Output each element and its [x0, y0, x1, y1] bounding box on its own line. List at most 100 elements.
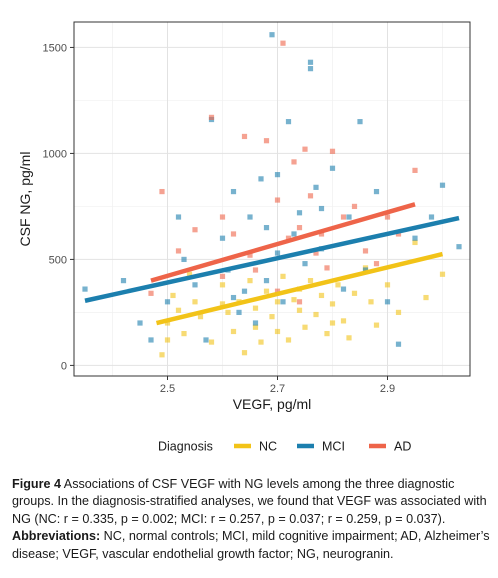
point-mci [258, 176, 264, 182]
point-mci [175, 214, 182, 220]
point-mci [241, 288, 248, 294]
point-mci [230, 294, 237, 301]
point-mci [236, 309, 242, 316]
point-nc [208, 339, 215, 345]
point-nc [291, 297, 297, 303]
point-mci [252, 320, 259, 326]
point-nc [302, 324, 308, 330]
point-ad [159, 188, 165, 195]
point-ad [412, 167, 418, 173]
point-nc [351, 290, 358, 296]
point-mci [203, 337, 209, 343]
point-mci [439, 182, 446, 188]
point-nc [164, 337, 171, 343]
point-ad [291, 159, 297, 165]
point-mci [120, 278, 127, 284]
scatter-chart: 2.5 2.7 2.9 0 500 1000 1500 VEGF, pg/ml CSF NG, … [17, 21, 471, 454]
point-ad [285, 235, 292, 241]
point-nc [335, 282, 341, 288]
legend-title: Diagnosis [158, 440, 213, 454]
point-nc [247, 278, 253, 284]
fit-line-ad [150, 202, 416, 283]
point-nc [329, 320, 336, 326]
point-nc [423, 294, 429, 301]
point-nc [219, 282, 226, 288]
point-mci [384, 299, 391, 305]
point-nc [346, 335, 352, 341]
point-nc [252, 324, 259, 330]
point-ad [302, 146, 308, 152]
point-nc [241, 350, 248, 356]
point-ad [208, 114, 215, 120]
point-ad [274, 288, 281, 294]
point-ad [296, 299, 303, 305]
figure-caption: Figure 4 Associations of CSF VEGF with N… [12, 476, 490, 563]
y-tick-label: 1500 [43, 42, 67, 54]
point-mci [296, 210, 303, 216]
fit-line-nc [155, 251, 444, 326]
point-mci [362, 267, 369, 273]
abbreviations-paragraph: Abbreviations: NC, normal controls; MCI,… [12, 528, 490, 563]
point-ad [340, 214, 347, 220]
point-mci [230, 188, 237, 195]
point-ad [263, 138, 270, 144]
legend: Diagnosis NC MCI AD [158, 440, 411, 454]
point-mci [318, 205, 325, 212]
point-mci [412, 235, 418, 241]
x-tick-label: 2.5 [160, 383, 175, 395]
point-mci [346, 214, 352, 220]
abbreviations-label: Abbreviations: [12, 529, 101, 544]
point-ad [219, 214, 226, 220]
figure-label: Figure 4 [12, 477, 61, 491]
point-mci [164, 299, 171, 305]
point-mci [428, 214, 435, 220]
point-nc [274, 328, 281, 335]
point-nc [368, 299, 374, 305]
y-tick-label: 500 [49, 254, 67, 266]
point-mci [263, 225, 270, 231]
caption-paragraph: Figure 4 Associations of CSF VEGF with N… [12, 476, 490, 528]
point-mci [263, 278, 270, 284]
point-nc [219, 301, 226, 307]
point-nc [225, 309, 231, 316]
point-mci [82, 286, 88, 292]
point-nc [269, 314, 275, 320]
point-ad [384, 214, 391, 220]
point-nc [384, 282, 391, 288]
point-ad [351, 203, 358, 210]
point-mci [307, 66, 314, 72]
point-nc [318, 292, 325, 299]
x-tick-label: 2.9 [380, 383, 395, 395]
point-mci [313, 184, 319, 190]
legend-label-ad: AD [394, 440, 411, 454]
plot-panel [73, 21, 471, 377]
point-mci [219, 235, 226, 241]
point-ad [318, 231, 325, 237]
point-nc [296, 307, 303, 313]
abbreviations-text: NC, normal controls; MCI, mild cognitive… [12, 529, 490, 561]
point-ad [241, 133, 248, 140]
point-nc [313, 311, 319, 318]
point-mci [456, 244, 462, 250]
point-nc [274, 299, 281, 305]
point-mci [280, 299, 286, 305]
point-nc [230, 328, 237, 335]
y-tick-label: 0 [61, 360, 67, 372]
point-mci [307, 59, 314, 65]
data-points [82, 32, 462, 358]
legend-label-nc: NC [259, 440, 277, 454]
y-tick-label: 1000 [43, 148, 67, 160]
point-mci [192, 282, 198, 288]
point-nc [164, 320, 171, 326]
panel-border [73, 21, 471, 377]
point-ad [274, 197, 281, 203]
point-mci [357, 119, 363, 125]
point-mci [285, 119, 292, 125]
point-mci [274, 250, 281, 256]
point-nc [192, 299, 198, 305]
point-ad [307, 193, 314, 199]
point-nc [412, 239, 418, 246]
y-axis-title: CSF NG, pg/ml [17, 152, 33, 247]
point-ad [362, 248, 369, 254]
point-nc [439, 271, 446, 277]
